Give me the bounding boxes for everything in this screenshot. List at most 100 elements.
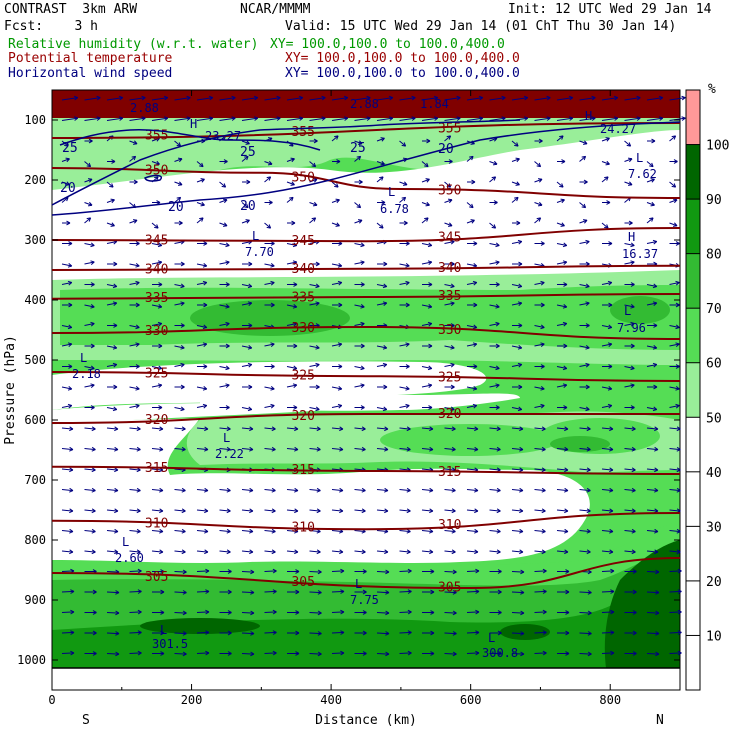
min-marker-value: 2.60 xyxy=(115,551,144,565)
wind-arrow xyxy=(601,489,613,492)
wind-arrow-head xyxy=(266,176,272,181)
wind-arrow-head xyxy=(250,610,255,616)
wind-arrow-head xyxy=(360,282,365,287)
valid-time: Valid: 15 UTC Wed 29 Jan 14 (01 ChT Thu … xyxy=(285,19,677,34)
wind-arrow-head xyxy=(672,222,678,227)
wind-arrow-head xyxy=(113,384,118,390)
wind-arrow-head xyxy=(401,142,407,147)
wind-arrow xyxy=(309,345,320,349)
wind-arrow xyxy=(466,530,478,533)
wind-arrow-head xyxy=(290,157,295,163)
wind-arrow xyxy=(309,178,318,183)
min-marker-letter: L xyxy=(223,431,230,445)
y-tick-label: 700 xyxy=(24,473,46,487)
wind-arrow xyxy=(174,448,186,451)
wind-arrow xyxy=(624,97,641,101)
min-marker-value: 6.78 xyxy=(380,202,409,216)
wind-arrow xyxy=(84,468,96,471)
wind-arrow-head xyxy=(136,487,141,493)
wind-arrow-head xyxy=(675,302,680,308)
wind-arrow xyxy=(331,181,339,188)
wind-arrow-head xyxy=(565,630,570,636)
wind-arrow-head xyxy=(385,610,390,616)
wind-arrow xyxy=(466,489,478,492)
wind-arrow xyxy=(151,550,163,553)
wind-arrow-head xyxy=(540,280,545,286)
wind-arrow xyxy=(241,219,250,224)
wind-arrow-head xyxy=(316,487,321,493)
wind-arrow xyxy=(264,282,275,285)
wind-arrow-head xyxy=(337,386,343,391)
wind-arrow-head xyxy=(249,549,254,555)
wind-arrow xyxy=(196,325,207,328)
wind-arrow xyxy=(174,302,185,306)
theta-contour-line xyxy=(51,264,681,271)
wind-arrow xyxy=(646,217,654,224)
wind-arrow-head xyxy=(626,142,632,147)
wind-arrow xyxy=(489,117,506,121)
wind-arrow xyxy=(534,343,545,347)
x-tick-label: 0 xyxy=(48,693,55,707)
wind-arrow-head xyxy=(540,302,545,308)
wind-arrow-head xyxy=(675,241,680,246)
wind-arrow xyxy=(354,366,365,369)
min-marker-letter: L xyxy=(80,351,87,365)
wind-arrow xyxy=(219,323,230,326)
wind-arrow-head xyxy=(607,403,613,409)
wind-arrow-head xyxy=(475,630,480,635)
wind-arrow-head xyxy=(266,224,272,229)
wind-arrow xyxy=(444,407,455,410)
wind-arrow xyxy=(579,489,591,492)
wind-arrow xyxy=(444,653,457,655)
wind-arrow xyxy=(331,117,348,121)
wind-arrow xyxy=(129,219,138,224)
wind-arrow-head xyxy=(247,406,253,412)
wind-arrow xyxy=(669,631,682,634)
wind-arrow xyxy=(61,263,72,267)
wind-arrow-head xyxy=(407,568,412,574)
wind-arrow-head xyxy=(157,242,163,248)
wind-arrow-head xyxy=(270,403,275,409)
wind-arrow-head xyxy=(249,446,254,452)
wind-arrow xyxy=(421,427,433,430)
wind-arrow-head xyxy=(474,487,479,493)
wind-arrow-head xyxy=(473,302,478,308)
y-axis: 100 200 300 400 500 600 700 800 900 1000 xyxy=(17,113,680,667)
wind-arrow-head xyxy=(356,155,362,161)
wind-arrow xyxy=(466,97,483,101)
wind-arrow-head xyxy=(311,162,317,168)
wind-arrow-head xyxy=(112,283,118,289)
wind-arrow-head xyxy=(250,631,255,636)
wind-arrow xyxy=(219,261,230,265)
wind-arrow xyxy=(511,632,525,635)
wind-arrow-head xyxy=(298,95,304,101)
wind-arrow xyxy=(466,117,483,121)
wind-arrow-head xyxy=(316,549,321,555)
wind-arrow-head xyxy=(176,196,182,202)
theta-contour-line xyxy=(51,512,681,531)
wind-arrow-head xyxy=(110,222,115,227)
wind-arrow xyxy=(399,590,412,593)
wind-arrow xyxy=(601,405,612,408)
wind-arrow-head xyxy=(388,95,394,101)
wind-arrow-head xyxy=(475,589,480,594)
wind-arrow xyxy=(196,489,208,492)
wind-arrow-head xyxy=(294,528,299,534)
wind-arrow xyxy=(61,590,75,593)
wind-arrow-head xyxy=(585,406,590,412)
wind-arrow xyxy=(579,448,591,451)
wind-arrow xyxy=(174,345,185,349)
wind-arrow xyxy=(534,161,541,168)
wind-arrow xyxy=(376,550,388,553)
wind-arrow-head xyxy=(497,651,502,656)
wind-arrow-head xyxy=(270,364,275,369)
wind-arrow xyxy=(331,509,343,512)
wind-arrow xyxy=(129,155,136,162)
wind-arrow xyxy=(376,509,388,512)
wind-arrow-head xyxy=(226,487,231,493)
wind-arrow-head xyxy=(86,217,92,222)
wind-arrow-head xyxy=(451,528,456,534)
wind-arrow xyxy=(669,652,682,654)
wind-arrow xyxy=(624,550,636,553)
